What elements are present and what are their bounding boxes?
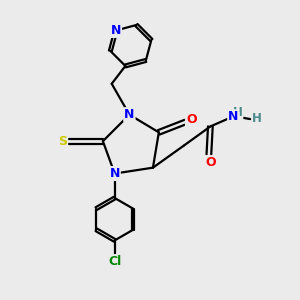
Text: O: O [205, 156, 216, 169]
Text: H: H [252, 112, 262, 125]
Text: N: N [228, 110, 238, 123]
Text: Cl: Cl [108, 255, 121, 268]
Text: N: N [124, 108, 135, 121]
Text: S: S [58, 135, 67, 148]
Text: H: H [232, 106, 242, 119]
Text: N: N [110, 167, 120, 180]
Text: O: O [186, 112, 196, 126]
Text: N: N [111, 24, 121, 37]
